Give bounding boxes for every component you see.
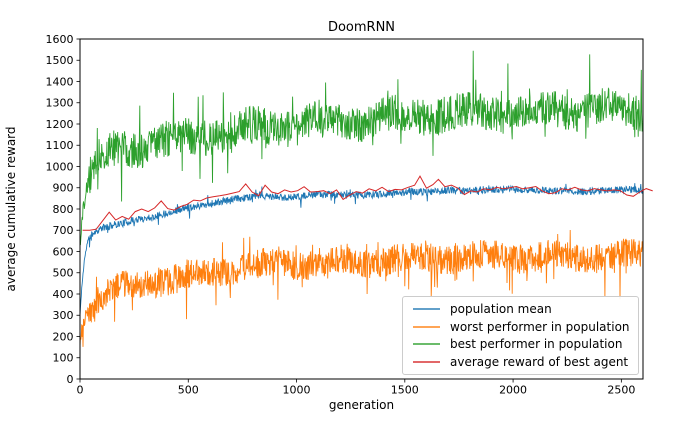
x-tick-label: 1500 [391,384,419,397]
legend-line-sample-average-reward-best-agent [413,361,440,364]
legend-label-best-performer: best performer in population [450,337,623,352]
x-tick-label: 2000 [499,384,527,397]
y-tick-label: 800 [53,203,74,216]
legend-line-sample-population-mean [413,307,440,310]
legend-item-worst-performer: worst performer in population [403,318,638,335]
legend-line-sample-worst-performer [413,325,440,328]
chart-title: DoomRNN [328,20,395,35]
y-tick-label: 1100 [46,139,74,152]
legend-label-population-mean: population mean [450,301,552,316]
y-tick-label: 300 [53,309,74,322]
y-tick-label: 1600 [46,33,74,46]
series-worst-performer-in-population [80,229,643,347]
y-tick-label: 600 [53,245,74,258]
y-tick-label: 200 [53,330,74,343]
x-axis-label: generation [329,398,394,412]
series-average-reward-of-best-agent [82,175,653,231]
plot-area: 0 100 200 300 400 500 600 700 800 900 1000 1100 1200… [46,33,653,397]
x-tick-label: 2500 [607,384,635,397]
y-tick-label: 500 [53,267,74,280]
y-tick-label: 100 [53,352,74,365]
legend-item-best-performer: best performer in population [403,336,638,353]
legend-label-worst-performer: worst performer in population [450,319,630,334]
legend-label-average-reward-best-agent: average reward of best agent [450,355,629,370]
y-tick-label: 400 [53,288,74,301]
y-tick-label: 900 [53,182,74,195]
series-best-performer-in-population [80,50,643,246]
x-tick-label: 0 [77,384,84,397]
legend-item-average-reward-best-agent: average reward of best agent [403,354,638,371]
legend-item-population-mean: population mean [403,300,638,317]
y-tick-label: 0 [67,373,74,386]
axes-spines [79,38,644,380]
x-tick-label: 500 [178,384,199,397]
legend-line-sample-best-performer [413,343,440,346]
y-tick-label: 1500 [46,54,74,67]
y-tick-label: 1300 [46,97,74,110]
y-tick-label: 700 [53,224,74,237]
y-axis-label: average cumulative reward [4,126,18,291]
legend: population mean worst performer in popul… [402,296,639,375]
y-tick-label: 1400 [46,75,74,88]
y-tick-label: 1200 [46,118,74,131]
y-tick-label: 1000 [46,160,74,173]
series-population-mean [80,183,643,316]
x-tick-label: 1000 [283,384,311,397]
